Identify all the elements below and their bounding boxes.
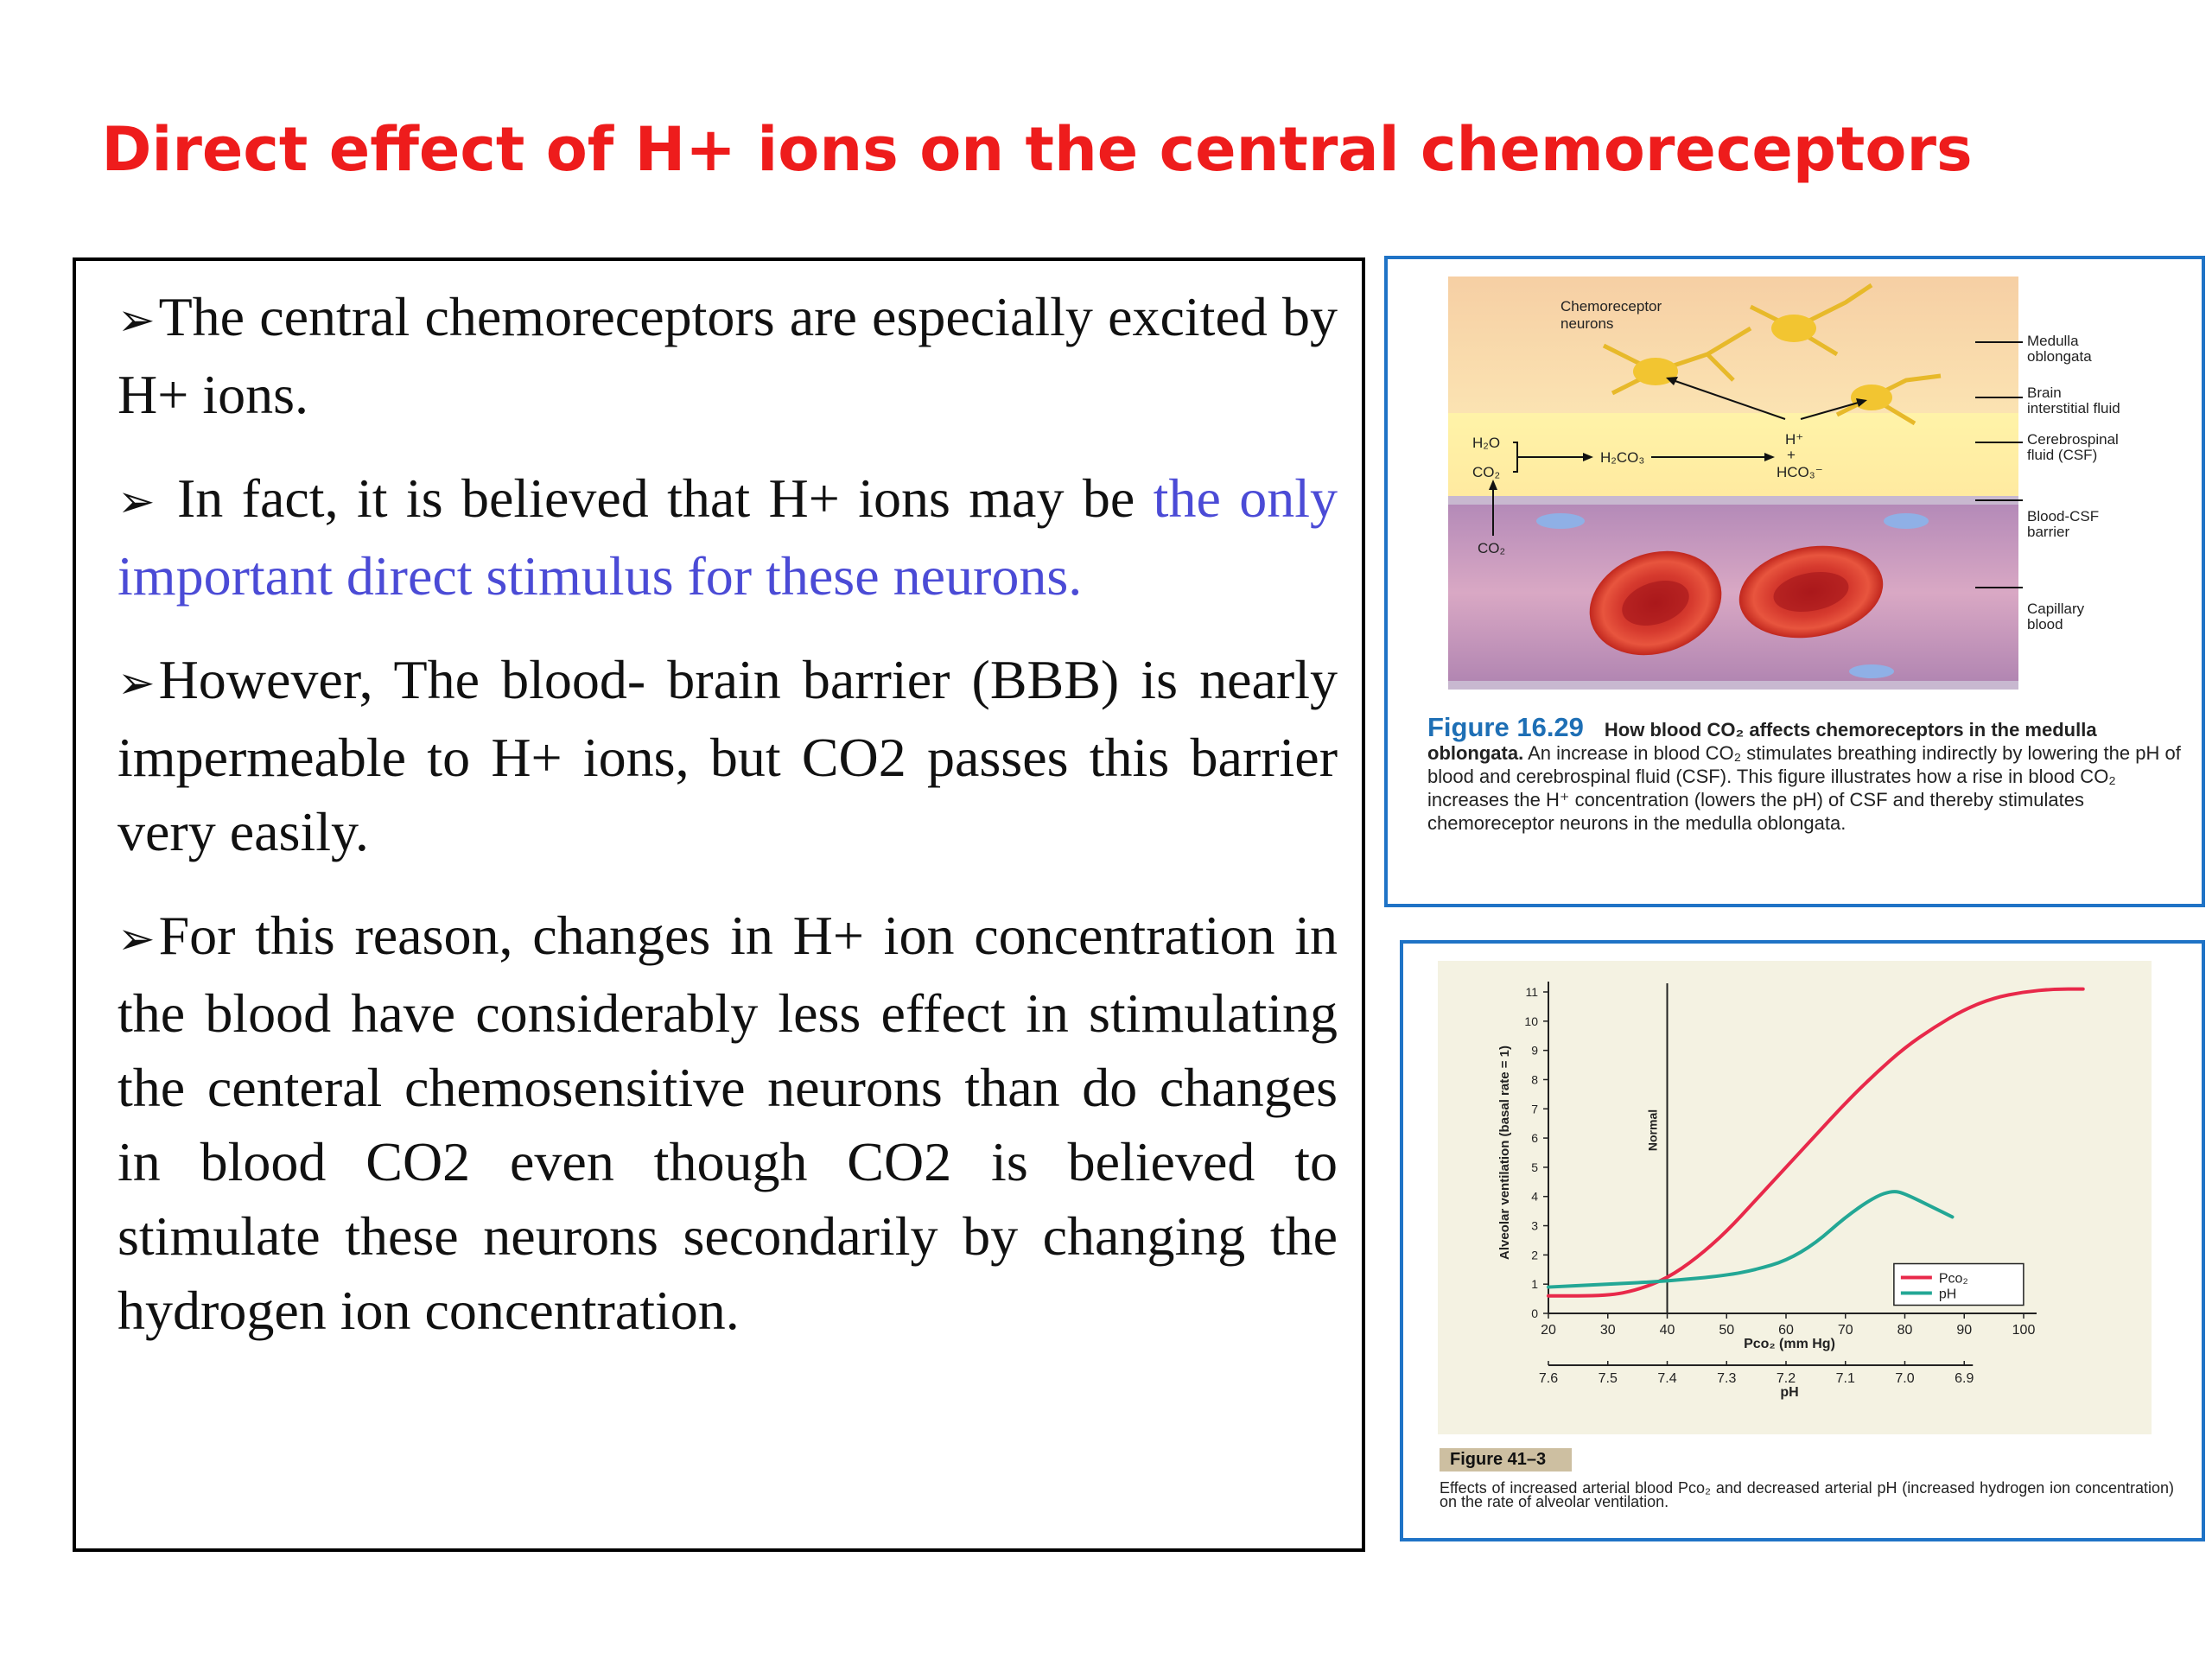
figure1-label: Figure 16.29 [1427,712,1584,742]
ph-tick-label: 7.0 [1895,1371,1914,1386]
y-axis-title: Alveolar ventilation (basal rate = 1) [1497,1046,1512,1260]
x-tick-label: 20 [1541,1323,1556,1338]
label-hco3: HCO₃⁻ [1777,464,1823,480]
series-line-pco2 [1547,987,2085,1298]
label-capillary-1: Capillary [2027,601,2085,617]
label-barrier-1: Blood-CSF [2027,508,2099,524]
y-tick-label: 7 [1531,1102,1538,1116]
capillary-region [1448,505,2018,681]
legend-box [1893,1262,2024,1306]
paragraph-1: ➢The central chemoreceptors are especial… [118,280,1338,432]
capillary-wall [1448,681,2018,690]
x-tick-label: 40 [1660,1323,1675,1338]
ph-tick-label: 7.4 [1657,1371,1676,1386]
figure-ventilation-chart: 0 1 2 3 4 5 6 7 8 9 10 11 20 30 40 50 60 70 80 90 100 Pco₂ (m… [1400,940,2205,1541]
ph-tick-label: 6.9 [1955,1371,1974,1386]
label-neurons-2: neurons [1560,315,1613,332]
label-interstitial-1: Brain [2027,385,2062,401]
csf-region [1448,413,2018,496]
ph-tick-label: 7.6 [1539,1371,1558,1386]
x-axis-title: Pco₂ (mm Hg) [1744,1337,1835,1351]
endothelial-nucleus [1536,513,1585,529]
y-tick-label: 0 [1531,1306,1538,1320]
figure1-caption-bold: How blood CO₂ affects chemoreceptors in … [1427,719,2097,764]
neuron-body [1771,315,1816,342]
y-tick-label: 6 [1531,1131,1538,1145]
y-tick-label: 9 [1531,1044,1538,1058]
endothelial-nucleus [1849,664,1894,678]
y-tick-label: 5 [1531,1160,1538,1174]
series-line-ph [1547,1190,1955,1289]
text-box: ➢The central chemoreceptors are especial… [73,257,1365,1552]
medulla-illustration: Chemoreceptor neurons Medulla oblongata … [1448,276,2120,690]
y-tick-label: 4 [1531,1190,1538,1204]
paragraph-2: ➢ In fact, it is believed that H+ ions m… [118,461,1338,613]
label-barrier-2: barrier [2027,524,2069,540]
bullet-arrow-icon: ➢ [118,913,156,965]
normal-label: Normal [1646,1109,1660,1151]
label-csf-1: Cerebrospinal [2027,431,2119,448]
figure-medulla-diagram: Chemoreceptor neurons Medulla oblongata … [1384,256,2205,907]
bullet-arrow-icon: ➢ [118,476,156,528]
figure2-tag: Figure 41–3 [1440,1448,1573,1471]
label-csf-2: fluid (CSF) [2027,447,2097,463]
ph-axis-title: pH [1780,1385,1798,1400]
y-tick-label: 11 [1525,985,1538,999]
y-tick-label: 10 [1524,1014,1538,1028]
figure2-caption: Effects of increased arterial blood Pco₂… [1440,1479,2174,1510]
x-tick-label: 50 [1719,1323,1734,1338]
label-co2-bottom: CO₂ [1478,540,1505,556]
bullet-arrow-icon: ➢ [118,658,156,709]
ph-tick-label: 7.3 [1717,1371,1736,1386]
x-tick-label: 60 [1778,1323,1794,1338]
y-tick-label: 8 [1531,1072,1538,1086]
label-interstitial-2: interstitial fluid [2027,400,2120,416]
label-h2o: H₂O [1472,435,1500,451]
y-tick-label: 1 [1531,1277,1538,1291]
red-blood-cells [1589,545,1884,656]
paragraph-2-text: In fact, it is believed that H+ ions may… [158,467,1154,529]
legend-label: Pco₂ [1939,1272,1968,1287]
paragraph-2-highlight: the only important direct stimulus for t… [118,467,1338,607]
label-medulla-2: oblongata [2027,348,2092,365]
x-tick-label: 90 [1956,1323,1972,1338]
label-neurons-1: Chemoreceptor [1560,298,1662,315]
barrier-band [1448,496,2018,505]
label-capillary-2: blood [2027,616,2063,632]
paragraph-4: ➢For this reason, changes in H+ ion conc… [118,899,1338,1348]
x-tick-label: 100 [2012,1323,2036,1338]
paragraph-1-text: The central chemoreceptors are especiall… [118,286,1338,425]
x-tick-label: 80 [1897,1323,1913,1338]
paragraph-4-text: For this reason, changes in H+ ion conce… [118,905,1338,1341]
ph-tick-label: 7.5 [1599,1371,1618,1386]
figure1-caption-text: An increase in blood CO₂ stimulates brea… [1427,742,2181,834]
neuron-body [1851,385,1892,410]
label-h2co3: H₂CO₃ [1600,449,1644,466]
ventilation-chart: 0 1 2 3 4 5 6 7 8 9 10 11 20 30 40 50 60 70 80 90 100 Pco₂ (m… [1438,961,2152,1434]
label-co2-top: CO₂ [1472,464,1500,480]
label-plus: + [1787,447,1796,463]
chart-background [1438,961,2152,1434]
paragraph-3-text: However, The blood- brain barrier (BBB) … [118,649,1338,862]
reaction-arrows [1492,341,2023,588]
paragraph-3: ➢However, The blood- brain barrier (BBB)… [118,643,1338,869]
legend-label: pH [1939,1287,1956,1302]
ph-tick-label: 7.2 [1777,1371,1796,1386]
interstitial-region [1448,276,2018,413]
y-tick-label: 2 [1531,1248,1538,1262]
endothelial-nucleus [1884,513,1929,529]
ph-tick-label: 7.1 [1836,1371,1855,1386]
label-medulla-1: Medulla [2027,333,2079,349]
slide-title: Direct effect of H+ ions on the central … [101,114,1973,185]
bullet-arrow-icon: ➢ [118,295,156,346]
label-hplus: H⁺ [1785,431,1803,448]
figure1-caption: Figure 16.29 How blood CO₂ affects chemor… [1427,712,2184,835]
arrowheads [1489,377,1867,490]
x-tick-label: 30 [1600,1323,1616,1338]
y-tick-label: 3 [1531,1219,1538,1233]
x-tick-label: 70 [1838,1323,1853,1338]
